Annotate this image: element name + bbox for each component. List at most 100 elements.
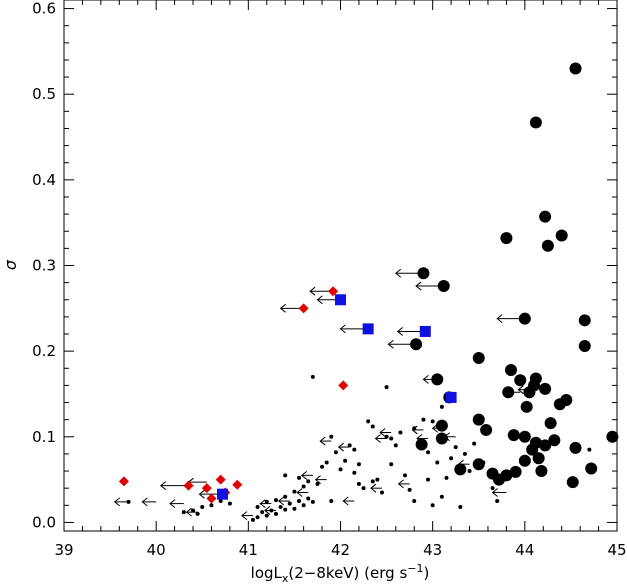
small-dot-point xyxy=(435,460,440,465)
small-dot-point xyxy=(283,473,288,478)
small-dot-point xyxy=(384,385,389,390)
small-dot-point xyxy=(126,499,131,504)
small-dot-point xyxy=(273,498,278,503)
y-axis-label: σ xyxy=(1,259,20,270)
large-circle-point xyxy=(500,469,513,482)
large-circle-point xyxy=(520,400,533,413)
small-dot-point xyxy=(421,417,426,422)
upper-limit-arrow xyxy=(379,428,392,437)
small-dot-point xyxy=(398,430,403,435)
small-dot-point xyxy=(426,450,431,455)
y-tick-label: 0.2 xyxy=(32,342,56,360)
small-dot-point xyxy=(264,499,269,504)
upper-limit-arrow xyxy=(141,497,157,507)
small-dot-point xyxy=(227,501,232,506)
small-dot-point xyxy=(481,460,486,465)
large-circle-point xyxy=(454,463,467,476)
large-circle-point xyxy=(544,417,557,430)
upper-limit-arrow xyxy=(113,497,129,507)
small-dot-point xyxy=(453,445,458,450)
small-dot-point xyxy=(370,479,375,484)
x-axis-label: logLx(2−8keV) (erg s−1) xyxy=(251,562,430,585)
red-diamond-point xyxy=(206,493,217,504)
large-circle-point xyxy=(500,232,513,245)
upper-limit-arrow xyxy=(491,488,507,497)
upper-limit-arrow xyxy=(169,499,184,508)
blue-square-point xyxy=(445,391,457,403)
small-dot-point xyxy=(255,515,260,520)
large-circle-point xyxy=(585,462,598,475)
large-circle-point xyxy=(566,476,579,489)
large-circle-point xyxy=(529,116,542,129)
large-circle-point xyxy=(472,351,485,364)
small-dot-point xyxy=(292,489,297,494)
y-tick-label: 0.5 xyxy=(32,85,56,103)
small-dot-point xyxy=(324,460,329,465)
small-dot-point xyxy=(467,469,472,474)
large-circle-point xyxy=(415,438,428,451)
small-dot-point xyxy=(370,424,375,429)
large-circle-point xyxy=(541,239,554,252)
small-dot-point xyxy=(352,470,357,475)
large-circle-point xyxy=(472,458,485,471)
large-circle-point xyxy=(514,374,527,387)
x-tick-label: 42 xyxy=(331,541,350,559)
large-circle-point xyxy=(507,429,520,442)
small-dot-point xyxy=(347,443,352,448)
small-dot-point xyxy=(379,490,384,495)
small-dot-point xyxy=(352,447,357,452)
small-dot-point xyxy=(301,503,306,508)
small-dot-point xyxy=(449,456,454,461)
small-dot-point xyxy=(403,473,408,478)
large-circle-point xyxy=(606,430,619,443)
small-dot-point xyxy=(329,434,334,439)
large-circle-point xyxy=(410,338,423,351)
large-circle-point xyxy=(437,280,450,293)
small-dot-point xyxy=(264,513,269,518)
red-diamond-point xyxy=(298,303,309,314)
small-dot-point xyxy=(495,499,500,504)
small-dot-point xyxy=(356,481,361,486)
small-dot-point xyxy=(209,503,214,508)
x-tick-label: 45 xyxy=(607,541,626,559)
y-tick-label: 0.0 xyxy=(32,513,56,531)
red-diamond-point xyxy=(232,479,243,490)
upper-limit-arrow xyxy=(397,479,410,489)
small-dot-point xyxy=(191,508,196,513)
small-dot-point xyxy=(458,505,463,510)
small-dot-point xyxy=(439,494,444,499)
small-dot-point xyxy=(306,479,311,484)
y-tick-label: 0.4 xyxy=(32,171,56,189)
upper-limit-arrow xyxy=(300,470,313,480)
large-circle-point xyxy=(569,441,582,454)
small-dot-point xyxy=(393,443,398,448)
small-dot-point xyxy=(430,503,435,508)
upper-limit-arrow xyxy=(296,488,309,497)
axis-ticks: 39 40 41 42 43 44 45 0.0 0.1 0.2 0.3 0.4 0.5 0.6 xyxy=(32,0,627,559)
large-circle-point xyxy=(578,314,591,327)
small-dot-point xyxy=(273,511,278,516)
x-label-close: ) xyxy=(423,564,429,582)
small-dot-point xyxy=(333,450,338,455)
x-tick-label: 40 xyxy=(147,541,166,559)
small-dot-point xyxy=(287,501,292,506)
small-dot-point xyxy=(375,477,380,482)
small-dot-point xyxy=(320,464,325,469)
small-dot-point xyxy=(306,496,311,501)
small-dot-point xyxy=(310,374,315,379)
red-diamond-point xyxy=(328,286,339,297)
y-tick-label: 0.1 xyxy=(32,428,56,446)
small-dot-point xyxy=(218,499,223,504)
large-circle-point xyxy=(431,373,444,386)
small-dot-point xyxy=(361,486,366,491)
red-diamond-point xyxy=(183,480,194,491)
x-tick-label: 44 xyxy=(515,541,534,559)
large-circle-point xyxy=(518,312,531,325)
large-circle-point xyxy=(435,419,448,432)
small-dot-point xyxy=(490,486,495,491)
small-dot-point xyxy=(329,499,334,504)
large-circle-point xyxy=(523,386,536,399)
x-label-main: logL xyxy=(251,564,283,582)
large-circle-point xyxy=(539,210,552,223)
